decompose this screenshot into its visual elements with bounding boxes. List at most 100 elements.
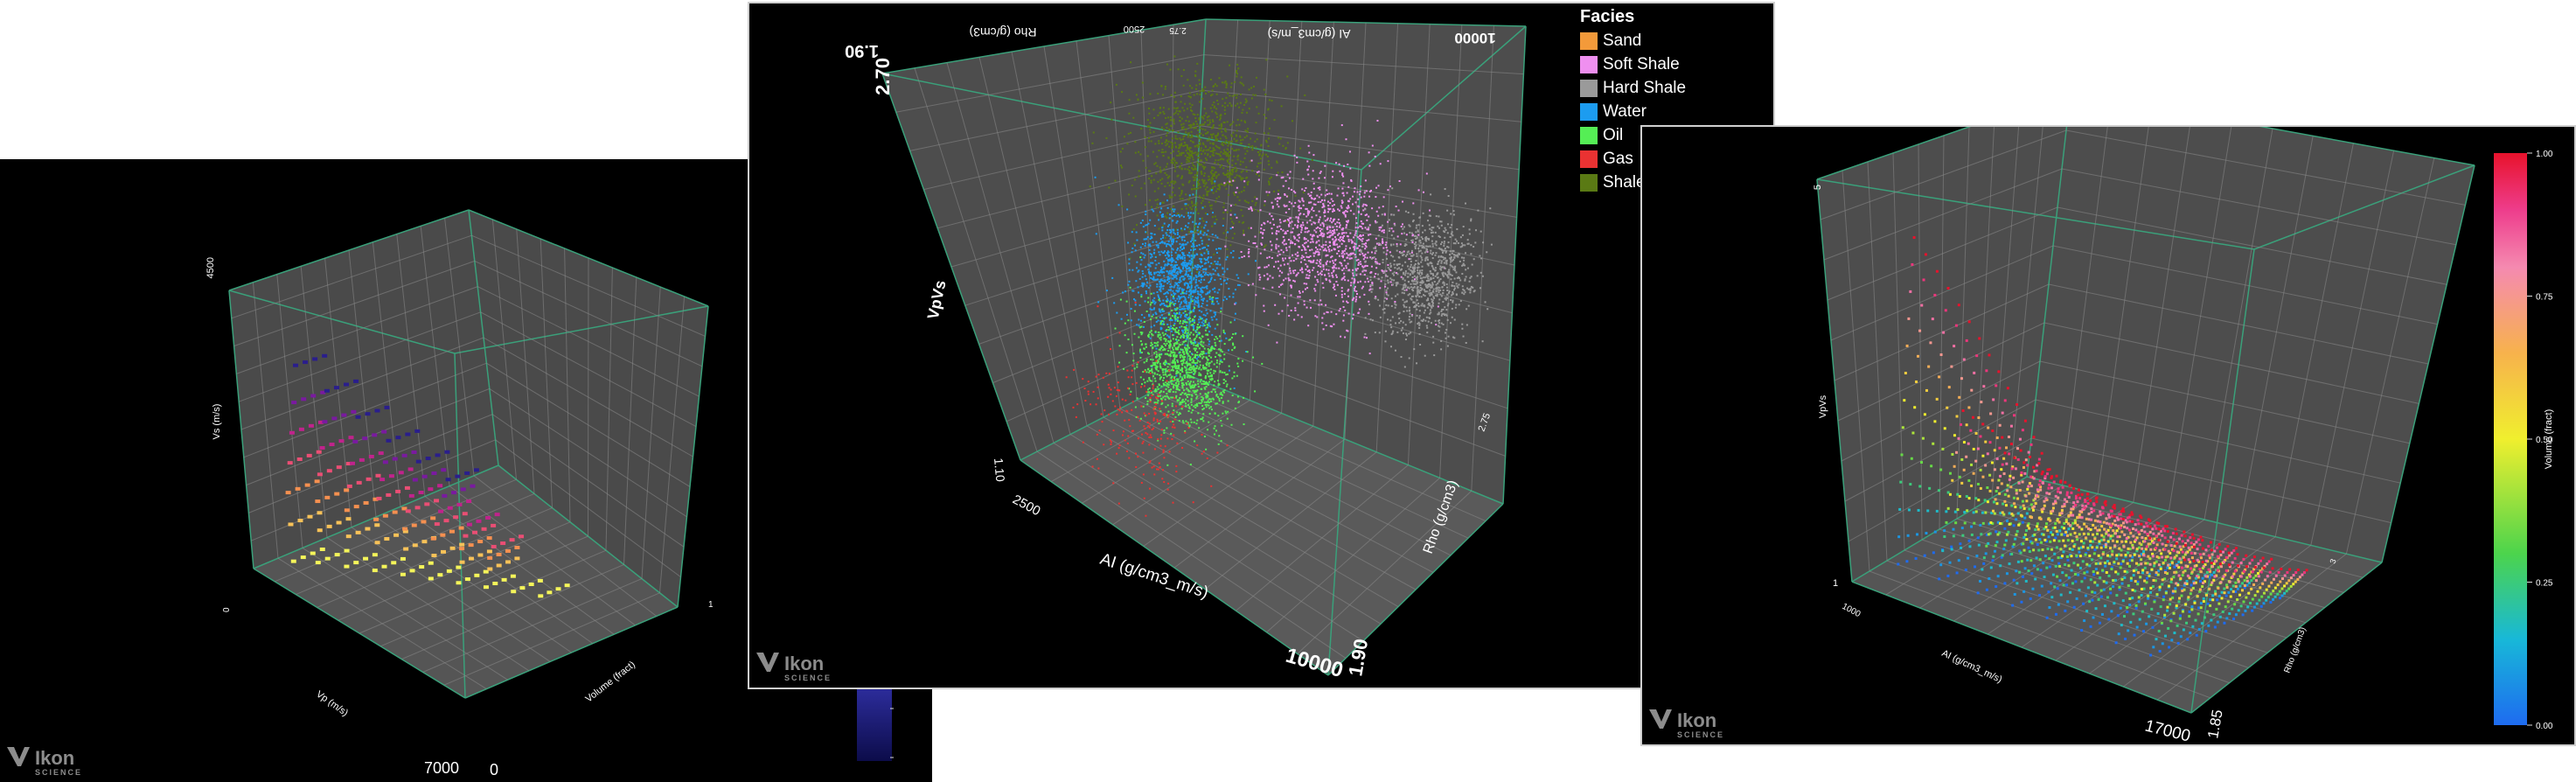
center-data-point — [1153, 297, 1156, 299]
center-data-point — [1206, 369, 1208, 372]
center-data-point — [1287, 277, 1290, 280]
center-data-point — [1176, 342, 1179, 345]
center-data-point — [1171, 144, 1173, 147]
center-data-point — [1442, 281, 1445, 283]
center-data-point — [1315, 231, 1318, 234]
center-data-point — [1207, 154, 1209, 157]
center-data-point — [1316, 259, 1319, 262]
center-data-point — [1223, 81, 1226, 84]
center-data-point — [1173, 157, 1175, 159]
center-data-point — [1333, 232, 1336, 234]
center-data-point — [1216, 251, 1219, 254]
center-data-point — [1224, 410, 1227, 413]
center-data-point — [1152, 276, 1155, 278]
center-data-point — [1404, 324, 1407, 326]
center-data-point — [1162, 382, 1165, 385]
center-data-point — [1202, 313, 1205, 316]
center-data-point — [1322, 244, 1325, 247]
center-data-point — [1194, 281, 1197, 283]
center-data-point — [1445, 251, 1447, 254]
center-data-point — [1201, 296, 1203, 298]
center-data-point — [1124, 290, 1126, 293]
center-data-point — [1267, 160, 1270, 163]
center-data-point — [1185, 402, 1187, 405]
center-data-point — [1421, 269, 1424, 272]
center-data-point — [1448, 291, 1451, 294]
center-data-point — [1179, 137, 1181, 140]
center-data-point — [1197, 286, 1200, 289]
center-3d-chart-panel[interactable]: 2.70 1.90 Rho (g/cm3) 2500 2.75 AI (g/cm… — [748, 2, 1775, 689]
center-data-point — [1384, 274, 1387, 276]
center-data-point — [1208, 280, 1211, 283]
center-data-point — [1188, 227, 1191, 230]
center-3d-chart[interactable]: 2.70 1.90 Rho (g/cm3) 2500 2.75 AI (g/cm… — [749, 3, 1773, 688]
center-data-point — [1170, 152, 1173, 155]
center-data-point — [1172, 240, 1174, 242]
center-data-point — [1317, 264, 1319, 267]
center-data-point — [1220, 440, 1222, 443]
center-data-point — [1377, 214, 1380, 217]
center-data-point — [1198, 124, 1201, 127]
center-data-point — [1212, 297, 1215, 299]
center-data-point — [1318, 304, 1320, 306]
center-data-point — [1208, 175, 1210, 178]
center-data-point — [1312, 269, 1314, 271]
left-data-point — [443, 519, 449, 523]
center-data-point — [1187, 354, 1190, 357]
center-data-point — [1331, 274, 1333, 276]
center-data-point — [1305, 227, 1307, 229]
center-data-point — [1256, 165, 1258, 168]
center-data-point — [1333, 283, 1335, 286]
center-data-point — [1402, 332, 1404, 335]
center-data-point — [1443, 266, 1445, 269]
center-data-point — [1428, 238, 1431, 241]
center-data-point — [1285, 147, 1287, 150]
center-data-point — [1152, 299, 1154, 302]
center-data-point — [1152, 116, 1155, 119]
center-data-point — [1128, 269, 1131, 271]
center-data-point — [1243, 221, 1245, 224]
center-data-point — [1142, 378, 1145, 381]
center-data-point — [1349, 198, 1352, 200]
center-data-point — [1424, 290, 1426, 293]
center-data-point — [1408, 224, 1410, 227]
center-data-point — [1264, 248, 1266, 251]
center-data-point — [1145, 371, 1148, 374]
center-data-point — [1331, 221, 1333, 224]
center-data-point — [1440, 224, 1443, 227]
center-data-point — [1379, 316, 1382, 318]
center-data-point — [1186, 304, 1188, 307]
center-data-point — [1150, 206, 1152, 208]
center-data-point — [1431, 273, 1434, 276]
center-data-point — [1228, 365, 1230, 367]
center-data-point — [1333, 219, 1335, 221]
center-data-point — [1140, 252, 1143, 255]
center-data-point — [1232, 131, 1235, 134]
left-data-point — [555, 587, 561, 591]
left-x-axis-label: Vp (m/s) — [314, 689, 350, 719]
center-data-point — [1462, 262, 1465, 265]
left-3d-chart[interactable]: 4500 Vs (m/s) 0 Vp (m/s) 7000 0 Volume (… — [0, 159, 932, 782]
center-data-point — [1187, 165, 1190, 168]
center-data-point — [1241, 191, 1243, 193]
center-data-point — [1193, 386, 1195, 388]
center-data-point — [1208, 156, 1211, 158]
center-data-point — [1208, 343, 1210, 346]
center-data-point — [1211, 187, 1214, 190]
center-data-point — [1418, 291, 1421, 294]
center-data-point — [1143, 317, 1145, 319]
center-data-point — [1374, 252, 1376, 255]
center-data-point — [1142, 272, 1145, 275]
center-data-point — [1174, 266, 1177, 269]
center-data-point — [1379, 227, 1382, 229]
center-data-point — [1421, 281, 1424, 283]
center-data-point — [1228, 288, 1230, 290]
center-data-point — [1240, 142, 1243, 144]
center-data-point — [1360, 226, 1362, 228]
center-data-point — [1475, 229, 1478, 232]
center-data-point — [1172, 158, 1174, 161]
center-data-point — [1163, 168, 1166, 171]
center-data-point — [1161, 201, 1164, 204]
center-data-point — [1395, 304, 1397, 306]
center-data-point — [1449, 273, 1452, 276]
